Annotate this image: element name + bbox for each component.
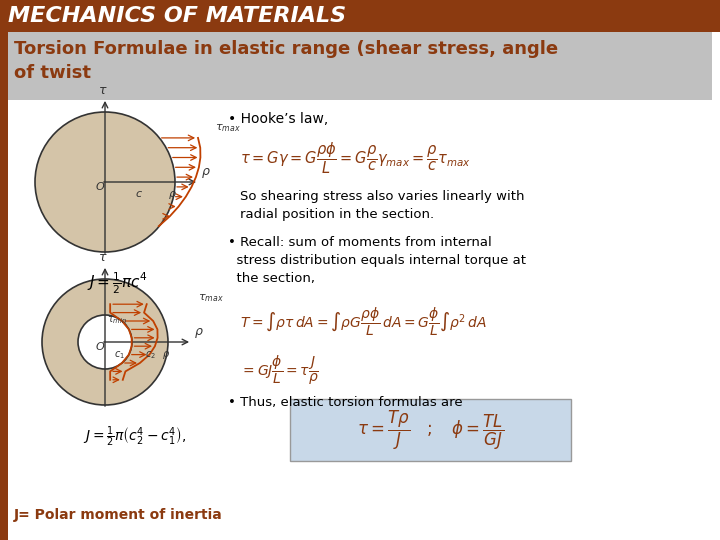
Circle shape xyxy=(78,315,132,369)
Text: • Thus, elastic torsion formulas are: • Thus, elastic torsion formulas are xyxy=(228,396,463,409)
Text: $\tau_{min}$: $\tau_{min}$ xyxy=(107,314,127,326)
Circle shape xyxy=(35,112,175,252)
Text: Torsion Formulae in elastic range (shear stress, angle
of twist: Torsion Formulae in elastic range (shear… xyxy=(14,40,558,82)
Text: $T = \int \rho\tau\, dA = \int \rho G\dfrac{\rho\phi}{L}\, dA = G\dfrac{\phi}{L}: $T = \int \rho\tau\, dA = \int \rho G\df… xyxy=(240,306,487,339)
Text: $J = \frac{1}{2}\pi\left(c_2^4 - c_1^4\right),$: $J = \frac{1}{2}\pi\left(c_2^4 - c_1^4\r… xyxy=(83,425,186,449)
Text: • Hooke’s law,: • Hooke’s law, xyxy=(228,112,328,126)
Text: $c_1$: $c_1$ xyxy=(114,349,125,361)
FancyBboxPatch shape xyxy=(290,399,571,461)
Text: $c$: $c$ xyxy=(135,189,143,199)
Text: $\tau_{max}$: $\tau_{max}$ xyxy=(215,123,240,134)
FancyBboxPatch shape xyxy=(0,0,8,540)
Text: $\tau = \dfrac{T\rho}{J}\ \ \ ;\ \ \ \phi = \dfrac{TL}{GJ}$: $\tau = \dfrac{T\rho}{J}\ \ \ ;\ \ \ \ph… xyxy=(357,408,504,451)
Circle shape xyxy=(42,279,168,405)
Text: $O$: $O$ xyxy=(95,180,105,192)
Text: $\tau = G\gamma = G\dfrac{\rho\phi}{L} = G\dfrac{\rho}{c}\gamma_{max} = \dfrac{\: $\tau = G\gamma = G\dfrac{\rho\phi}{L} =… xyxy=(240,140,471,176)
Text: $c_2$: $c_2$ xyxy=(145,349,156,361)
FancyBboxPatch shape xyxy=(0,0,720,32)
Text: $\rho$: $\rho$ xyxy=(168,189,176,201)
Text: J= Polar moment of inertia: J= Polar moment of inertia xyxy=(14,508,222,522)
FancyBboxPatch shape xyxy=(8,32,712,100)
Text: MECHANICS OF MATERIALS: MECHANICS OF MATERIALS xyxy=(8,6,346,26)
Text: $= GJ\dfrac{\phi}{L} = \tau\dfrac{J}{\rho}$: $= GJ\dfrac{\phi}{L} = \tau\dfrac{J}{\rh… xyxy=(240,354,319,387)
Text: $O$: $O$ xyxy=(95,340,105,352)
Text: $J = \frac{1}{2}\pi c^4$: $J = \frac{1}{2}\pi c^4$ xyxy=(87,270,148,295)
Text: $\rho$: $\rho$ xyxy=(201,166,211,180)
Text: $\rho$: $\rho$ xyxy=(194,326,204,340)
Text: $\tau$: $\tau$ xyxy=(98,84,107,97)
Text: $\rho$: $\rho$ xyxy=(162,349,170,361)
Text: $\tau_{max}$: $\tau_{max}$ xyxy=(198,292,224,304)
Text: So shearing stress also varies linearly with
radial position in the section.: So shearing stress also varies linearly … xyxy=(240,190,524,221)
Text: $\tau$: $\tau$ xyxy=(98,251,107,264)
Text: • Recall: sum of moments from internal
  stress distribution equals internal tor: • Recall: sum of moments from internal s… xyxy=(228,236,526,285)
